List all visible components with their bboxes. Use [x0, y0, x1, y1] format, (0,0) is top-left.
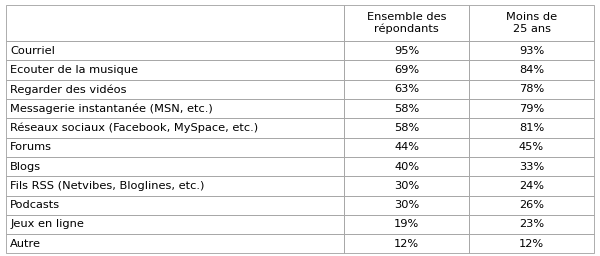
Text: 24%: 24%	[519, 181, 544, 191]
Text: 12%: 12%	[394, 239, 419, 249]
Text: 58%: 58%	[394, 123, 419, 133]
Bar	[344, 118, 469, 138]
Text: 33%: 33%	[519, 162, 544, 172]
Bar	[6, 234, 344, 253]
Bar	[469, 196, 594, 215]
Bar	[6, 80, 344, 99]
Bar	[6, 215, 344, 234]
Text: 58%: 58%	[394, 104, 419, 114]
Text: 95%: 95%	[394, 46, 419, 56]
Bar	[344, 234, 469, 253]
Text: Fils RSS (Netvibes, Bloglines, etc.): Fils RSS (Netvibes, Bloglines, etc.)	[10, 181, 205, 191]
Text: 44%: 44%	[394, 142, 419, 152]
Bar	[344, 138, 469, 157]
Text: Podcasts: Podcasts	[10, 200, 61, 210]
Text: 30%: 30%	[394, 181, 419, 191]
Bar	[469, 138, 594, 157]
Text: Autre: Autre	[10, 239, 41, 249]
Text: 84%: 84%	[519, 65, 544, 75]
Text: Forums: Forums	[10, 142, 52, 152]
Bar	[6, 60, 344, 80]
Text: 69%: 69%	[394, 65, 419, 75]
Bar	[6, 5, 344, 41]
Text: 23%: 23%	[519, 219, 544, 229]
Bar	[469, 41, 594, 60]
Bar	[344, 176, 469, 196]
Bar	[6, 99, 344, 118]
Bar	[469, 80, 594, 99]
Text: 40%: 40%	[394, 162, 419, 172]
Bar	[469, 234, 594, 253]
Text: Messagerie instantanée (MSN, etc.): Messagerie instantanée (MSN, etc.)	[10, 103, 213, 114]
Bar	[6, 41, 344, 60]
Bar	[6, 118, 344, 138]
Bar	[344, 60, 469, 80]
Bar	[469, 176, 594, 196]
Text: 30%: 30%	[394, 200, 419, 210]
Bar	[344, 5, 469, 41]
Text: 19%: 19%	[394, 219, 419, 229]
Bar	[344, 196, 469, 215]
Bar	[344, 157, 469, 176]
Text: Blogs: Blogs	[10, 162, 41, 172]
Text: Ensemble des
répondants: Ensemble des répondants	[367, 12, 446, 34]
Bar	[6, 176, 344, 196]
Text: 45%: 45%	[519, 142, 544, 152]
Bar	[469, 60, 594, 80]
Bar	[344, 41, 469, 60]
Text: 81%: 81%	[519, 123, 544, 133]
Bar	[6, 196, 344, 215]
Text: 26%: 26%	[519, 200, 544, 210]
Text: Ecouter de la musique: Ecouter de la musique	[10, 65, 138, 75]
Text: 93%: 93%	[519, 46, 544, 56]
Text: 63%: 63%	[394, 84, 419, 94]
Text: 12%: 12%	[519, 239, 544, 249]
Bar	[469, 215, 594, 234]
Text: Courriel: Courriel	[10, 46, 55, 56]
Bar	[469, 99, 594, 118]
Text: 79%: 79%	[519, 104, 544, 114]
Text: Moins de
25 ans: Moins de 25 ans	[506, 12, 557, 34]
Bar	[469, 157, 594, 176]
Bar	[344, 215, 469, 234]
Bar	[6, 138, 344, 157]
Bar	[6, 157, 344, 176]
Bar	[344, 99, 469, 118]
Text: Réseaux sociaux (Facebook, MySpace, etc.): Réseaux sociaux (Facebook, MySpace, etc.…	[10, 123, 259, 133]
Text: 78%: 78%	[519, 84, 544, 94]
Bar	[344, 80, 469, 99]
Text: Regarder des vidéos: Regarder des vidéos	[10, 84, 127, 95]
Bar	[469, 118, 594, 138]
Bar	[469, 5, 594, 41]
Text: Jeux en ligne: Jeux en ligne	[10, 219, 84, 229]
